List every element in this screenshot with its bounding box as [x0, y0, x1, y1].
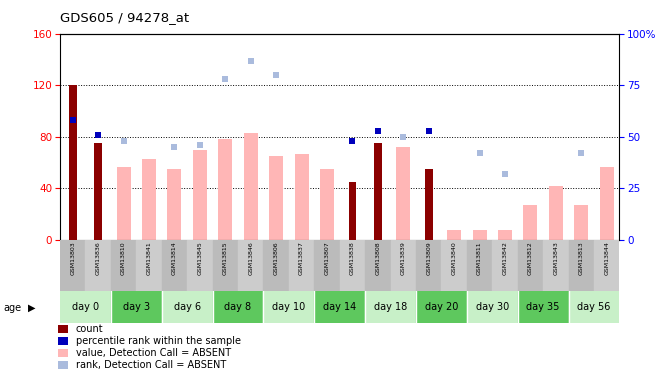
Text: GSM13811: GSM13811: [477, 242, 482, 275]
Text: day 3: day 3: [123, 302, 150, 312]
Text: GSM13843: GSM13843: [553, 242, 558, 275]
Bar: [162, 291, 212, 322]
Bar: [238, 240, 263, 291]
Bar: [498, 230, 512, 240]
Text: GSM13810: GSM13810: [121, 242, 126, 275]
Bar: [599, 166, 613, 240]
Bar: [60, 240, 85, 291]
Bar: [111, 291, 162, 322]
Bar: [320, 169, 334, 240]
Text: GSM13803: GSM13803: [70, 242, 75, 275]
Bar: [263, 291, 314, 322]
Text: GSM13807: GSM13807: [324, 242, 330, 275]
Bar: [416, 240, 442, 291]
Bar: [111, 240, 137, 291]
Text: GSM13836: GSM13836: [96, 242, 101, 275]
Bar: [289, 240, 314, 291]
Bar: [162, 240, 187, 291]
Text: GSM13846: GSM13846: [248, 242, 253, 275]
Text: age: age: [3, 303, 21, 313]
Bar: [374, 143, 382, 240]
Bar: [473, 230, 486, 240]
Bar: [340, 240, 365, 291]
Text: day 30: day 30: [476, 302, 509, 312]
Bar: [218, 140, 232, 240]
Text: GSM13842: GSM13842: [502, 242, 507, 275]
Text: GDS605 / 94278_at: GDS605 / 94278_at: [60, 11, 189, 24]
Text: day 6: day 6: [174, 302, 200, 312]
Text: GSM13839: GSM13839: [401, 242, 406, 275]
Text: GSM13844: GSM13844: [604, 242, 609, 275]
Text: ▶: ▶: [28, 303, 35, 313]
Text: day 0: day 0: [72, 302, 99, 312]
Bar: [467, 291, 517, 322]
Bar: [69, 86, 77, 240]
Text: day 20: day 20: [425, 302, 458, 312]
Bar: [365, 291, 416, 322]
Bar: [212, 240, 238, 291]
Bar: [396, 147, 410, 240]
Bar: [167, 169, 181, 240]
Bar: [269, 156, 283, 240]
Text: GSM13815: GSM13815: [222, 242, 228, 275]
Text: GSM13841: GSM13841: [147, 242, 151, 275]
Bar: [517, 291, 569, 322]
Bar: [142, 159, 156, 240]
Text: GSM13808: GSM13808: [376, 242, 380, 275]
Text: GSM13812: GSM13812: [528, 242, 533, 275]
Bar: [390, 240, 416, 291]
Bar: [467, 240, 492, 291]
Text: GSM13845: GSM13845: [197, 242, 202, 275]
Bar: [60, 291, 111, 322]
Bar: [523, 205, 537, 240]
Bar: [85, 240, 111, 291]
Bar: [569, 291, 619, 322]
Bar: [263, 240, 289, 291]
Text: day 35: day 35: [526, 302, 560, 312]
Bar: [314, 291, 365, 322]
Text: GSM13809: GSM13809: [426, 242, 431, 275]
Bar: [574, 205, 588, 240]
Bar: [442, 240, 467, 291]
Bar: [94, 143, 102, 240]
Bar: [594, 240, 619, 291]
Bar: [543, 240, 569, 291]
Text: GSM13806: GSM13806: [274, 242, 278, 275]
Legend: count, percentile rank within the sample, value, Detection Call = ABSENT, rank, : count, percentile rank within the sample…: [58, 324, 240, 370]
Text: day 10: day 10: [272, 302, 306, 312]
Bar: [187, 240, 212, 291]
Text: GSM13837: GSM13837: [299, 242, 304, 275]
Text: GSM13838: GSM13838: [350, 242, 355, 275]
Bar: [416, 291, 467, 322]
Text: GSM13840: GSM13840: [452, 242, 457, 275]
Text: GSM13813: GSM13813: [579, 242, 583, 275]
Bar: [212, 291, 263, 322]
Bar: [425, 169, 432, 240]
Bar: [314, 240, 340, 291]
Bar: [244, 133, 258, 240]
Text: GSM13814: GSM13814: [172, 242, 177, 275]
Bar: [294, 154, 308, 240]
Text: day 56: day 56: [577, 302, 611, 312]
Bar: [517, 240, 543, 291]
Bar: [569, 240, 594, 291]
Bar: [137, 240, 162, 291]
Bar: [365, 240, 390, 291]
Bar: [447, 230, 461, 240]
Text: day 14: day 14: [323, 302, 356, 312]
Bar: [492, 240, 517, 291]
Bar: [348, 182, 356, 240]
Bar: [117, 166, 131, 240]
Bar: [193, 150, 206, 240]
Bar: [549, 186, 563, 240]
Text: day 18: day 18: [374, 302, 407, 312]
Text: day 8: day 8: [224, 302, 252, 312]
